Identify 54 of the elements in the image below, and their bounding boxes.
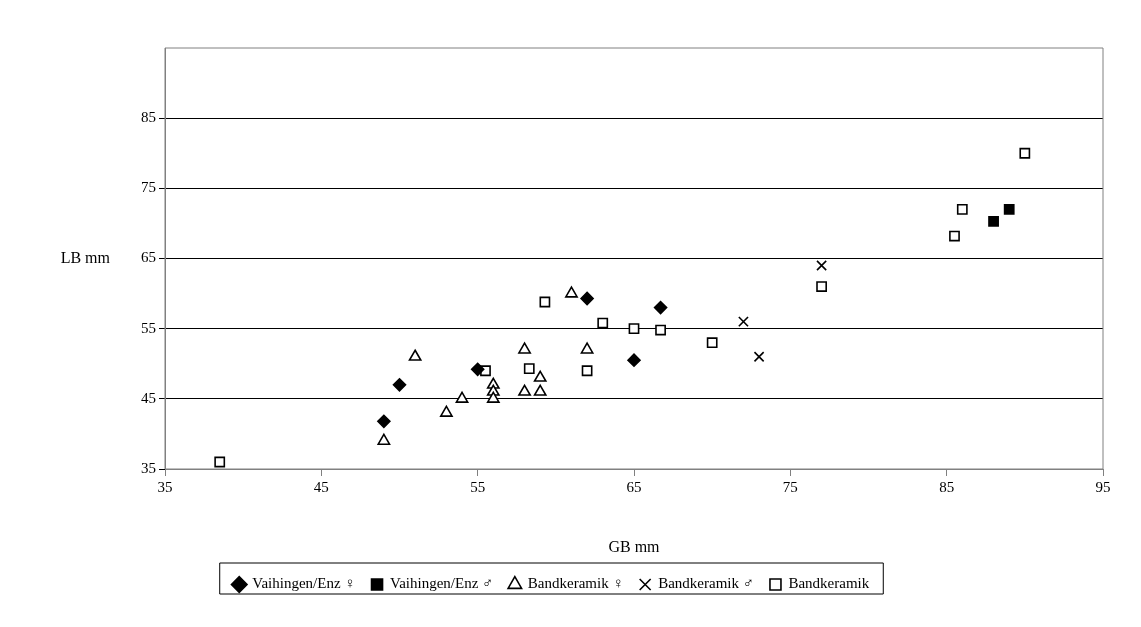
y-tick-label: 35 — [141, 459, 156, 476]
point — [581, 365, 593, 377]
point — [518, 384, 531, 396]
point — [377, 414, 391, 429]
point — [1003, 203, 1015, 215]
point — [949, 230, 960, 242]
point — [580, 342, 594, 354]
x-tick-label: 55 — [470, 478, 486, 495]
point — [627, 353, 641, 368]
point — [988, 215, 999, 227]
x-tick-label: 95 — [1095, 478, 1111, 495]
point — [816, 260, 827, 271]
x-tick-label: 45 — [313, 478, 329, 495]
x-axis-title: GB mm — [608, 537, 661, 555]
point — [738, 316, 749, 328]
point — [753, 351, 765, 363]
point — [816, 281, 827, 292]
y-tick-label: 75 — [141, 179, 156, 196]
point — [956, 203, 968, 215]
point — [533, 384, 547, 396]
point — [653, 300, 668, 315]
point — [518, 342, 531, 354]
point — [455, 391, 469, 403]
y-tick-label: 65 — [141, 249, 156, 266]
point — [486, 391, 500, 403]
point — [706, 337, 718, 349]
legend-label: Bandkeramik ♀ — [527, 575, 624, 592]
point — [1019, 147, 1031, 159]
legend-label: Vaihingen/Enz ♀ — [252, 575, 356, 592]
x-tick-label: 35 — [157, 478, 173, 495]
x-tick-label: 65 — [626, 478, 642, 495]
point — [470, 362, 485, 377]
point — [439, 405, 453, 417]
point — [408, 349, 422, 361]
legend-label: Bandkeramik — [788, 575, 870, 592]
y-tick-label: 45 — [141, 389, 156, 406]
y-tick-label: 55 — [141, 319, 156, 336]
point — [377, 433, 391, 445]
point — [597, 317, 609, 329]
point — [628, 323, 640, 335]
y-axis-title: LB mm — [60, 248, 111, 266]
point — [580, 291, 594, 306]
point — [533, 370, 547, 382]
legend-label: Bandkeramik ♂ — [658, 575, 754, 592]
x-tick-label: 75 — [782, 478, 798, 495]
point — [523, 363, 535, 375]
x-tick-label: 85 — [939, 478, 955, 495]
point — [392, 378, 407, 392]
point — [565, 286, 578, 298]
point — [655, 324, 666, 336]
legend-label: Vaihingen/Enz ♂ — [390, 575, 494, 592]
y-tick-label: 85 — [141, 109, 156, 126]
point — [214, 456, 226, 468]
point — [539, 296, 551, 308]
